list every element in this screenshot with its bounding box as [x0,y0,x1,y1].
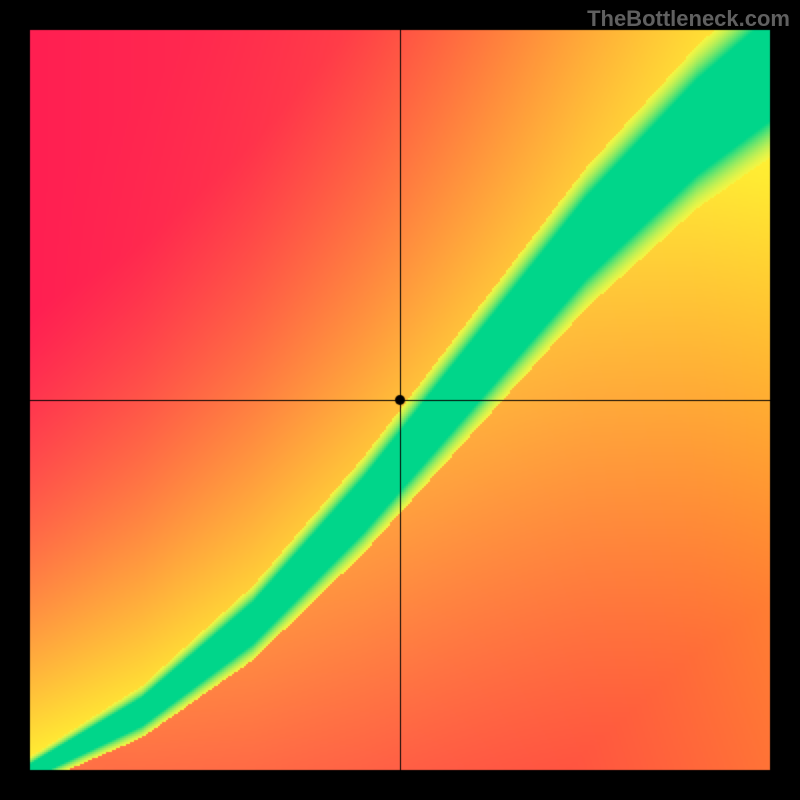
heatmap-canvas [0,0,800,800]
chart-container: TheBottleneck.com [0,0,800,800]
watermark-text: TheBottleneck.com [587,6,790,32]
